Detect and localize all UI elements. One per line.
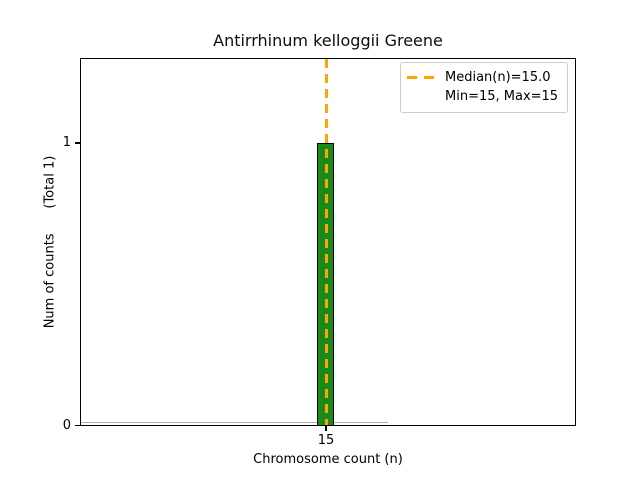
x-tick-label-15: 15: [317, 433, 335, 448]
y-tick-mark-1: [75, 142, 80, 144]
median-dashed-line: [324, 59, 328, 425]
y-axis-label: Num of counts (Total 1): [42, 155, 58, 329]
legend-label-median: Median(n)=15.0: [445, 70, 551, 85]
legend-label-minmax: Min=15, Max=15: [445, 89, 559, 104]
orange-dashed-line-icon: [407, 76, 434, 79]
chart-title: Antirrhinum kelloggii Greene: [213, 31, 443, 50]
zero-count-baseline: [81, 421, 388, 423]
legend-entry-minmax: Min=15, Max=15: [445, 87, 558, 106]
y-tick-label-1: 1: [62, 135, 71, 150]
x-axis-label: Chromosome count (n): [253, 452, 403, 467]
legend-entry-median: Median(n)=15.0: [407, 68, 558, 87]
legend: Median(n)=15.0 Min=15, Max=15: [400, 62, 569, 113]
y-tick-mark-0: [75, 424, 80, 426]
plot-area: [80, 58, 576, 426]
x-tick-mark-15: [325, 426, 327, 431]
y-tick-label-0: 0: [62, 418, 71, 433]
